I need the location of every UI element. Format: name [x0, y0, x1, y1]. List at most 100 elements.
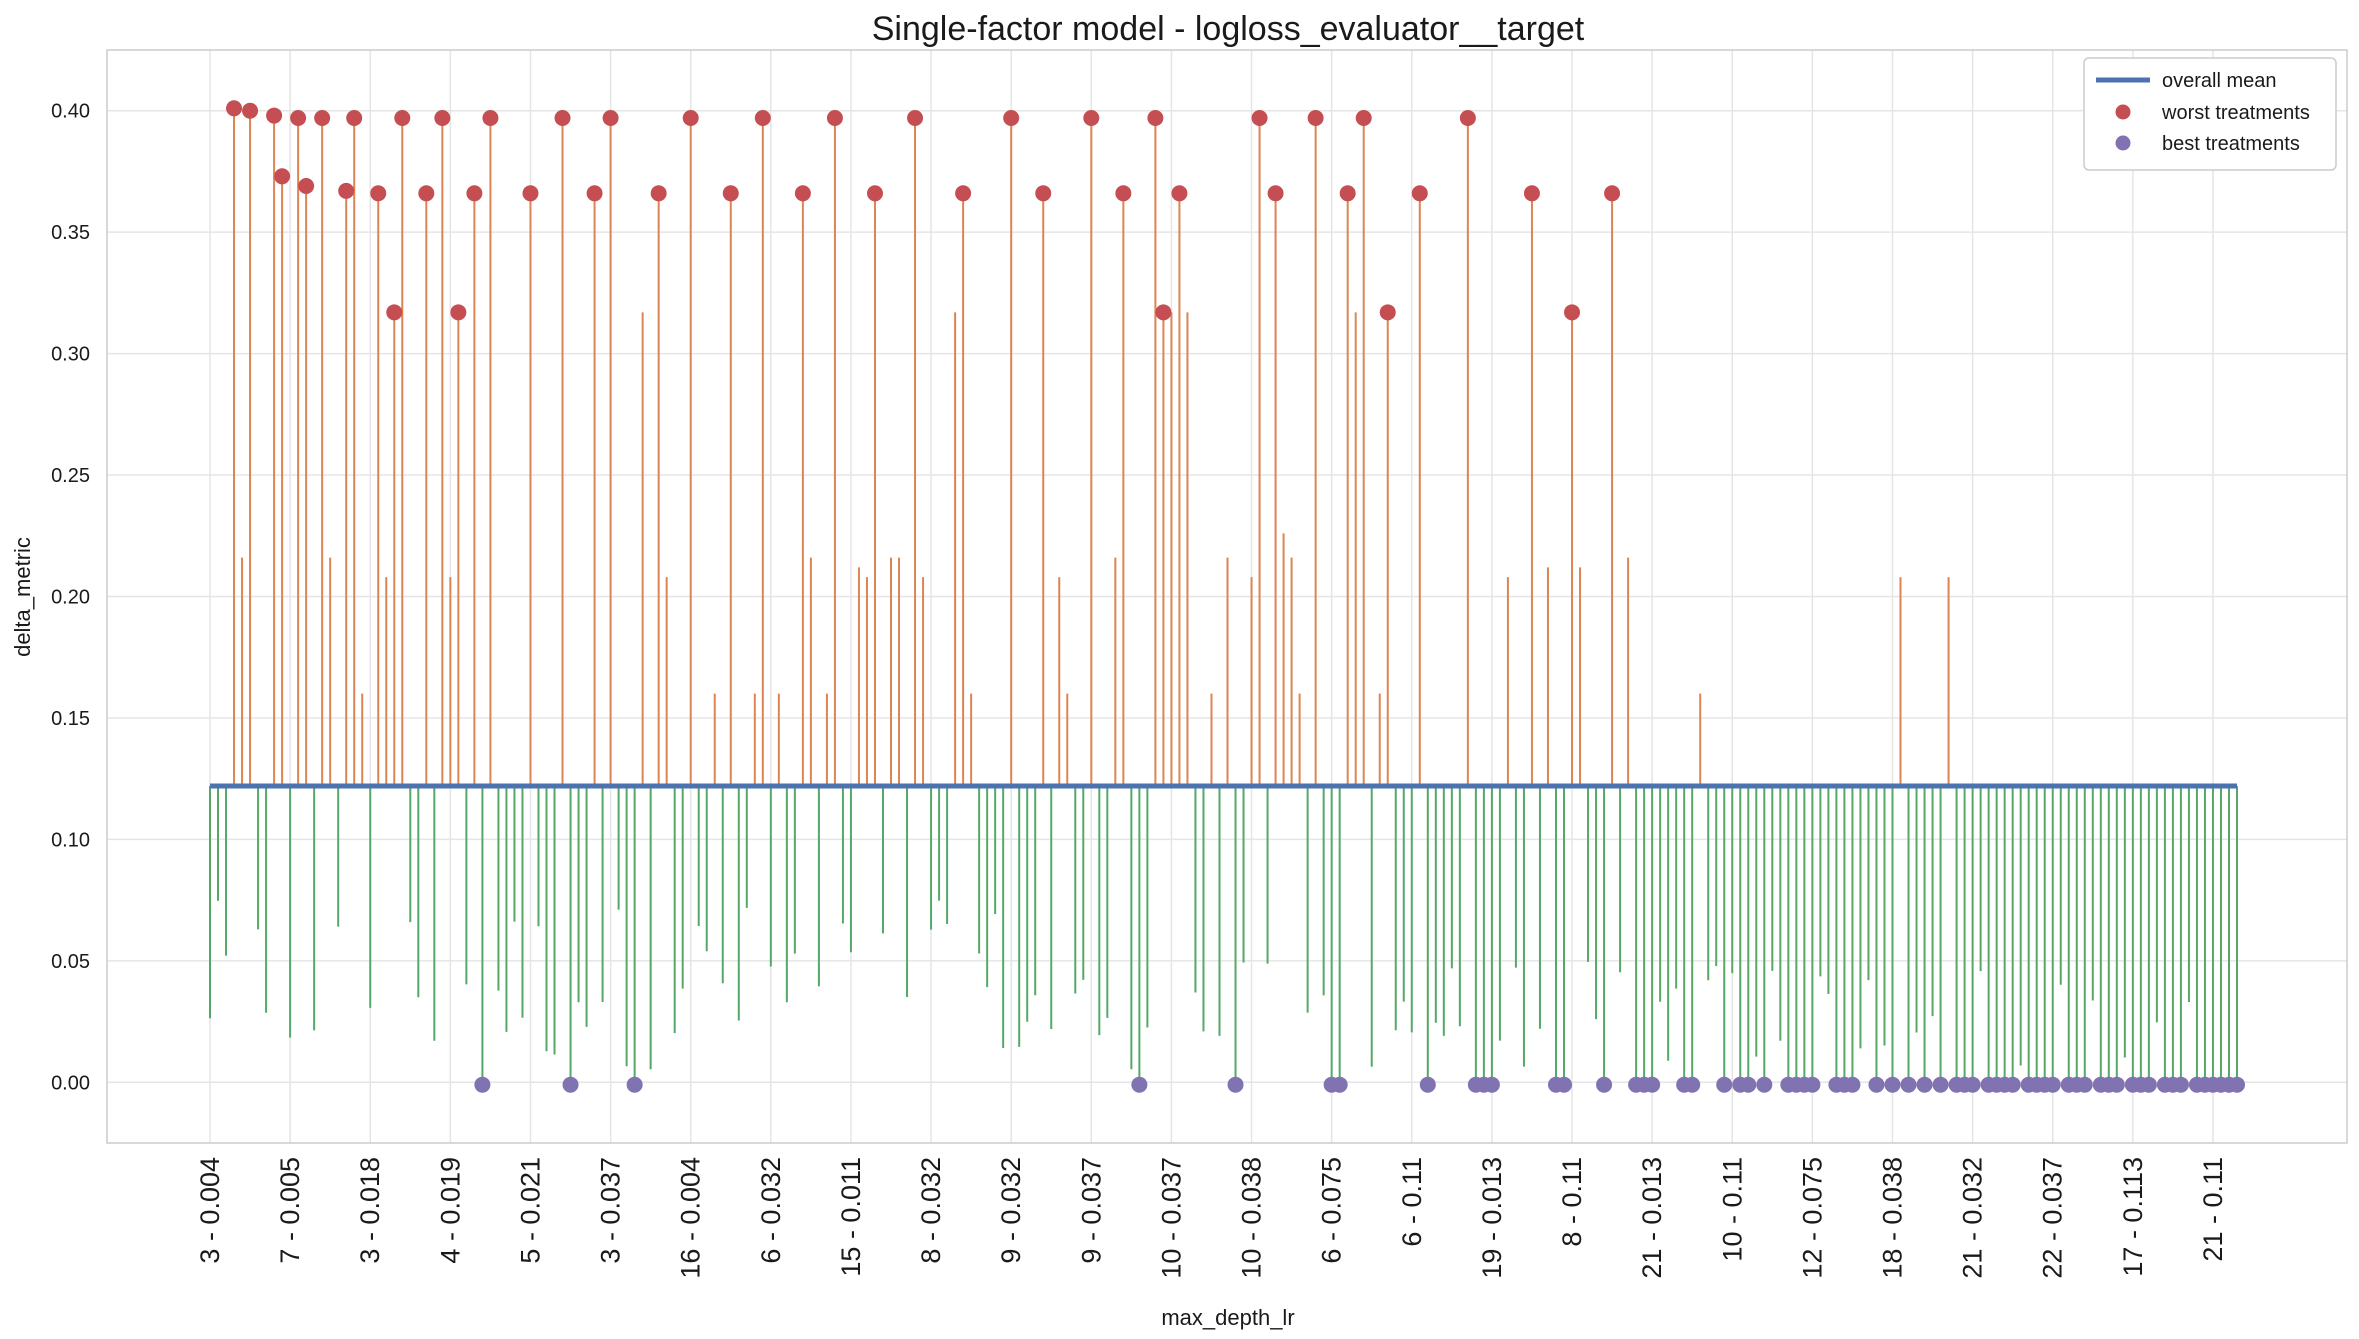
worst-treatment-point [386, 304, 403, 321]
worst-treatment-point [1355, 110, 1372, 127]
best-treatment-point [1131, 1076, 1148, 1093]
worst-treatment-point [370, 185, 387, 202]
x-tick-label: 21 - 0.013 [1637, 1157, 1667, 1279]
worst-treatment-point [1251, 110, 1268, 127]
worst-treatment-point [866, 185, 883, 202]
best-treatment-point [2172, 1076, 2189, 1093]
worst-treatment-point [826, 110, 843, 127]
y-axis-ticks: 0.00 0.05 0.10 0.15 0.20 0.25 0.30 0.35 0.40 [51, 101, 90, 1095]
worst-treatment-point [482, 110, 499, 127]
worst-treatment-point [1003, 110, 1020, 127]
x-tick-label: 6 - 0.075 [1317, 1157, 1347, 1264]
y-tick-label: 0.05 [51, 951, 90, 973]
worst-treatment-point [1115, 185, 1132, 202]
x-tick-label: 6 - 0.11 [1397, 1157, 1427, 1247]
worst-treatment-point [434, 110, 451, 127]
best-treatment-point [1868, 1076, 1885, 1093]
x-tick-label: 3 - 0.004 [195, 1157, 225, 1264]
worst-treatment-point [290, 110, 307, 127]
worst-treatment-point [418, 185, 435, 202]
worst-treatment-point [1604, 185, 1621, 202]
best-treatment-point [1684, 1076, 1701, 1093]
legend-label-worst-treatments: worst treatments [2161, 102, 2310, 124]
best-treatment-point [1884, 1076, 1901, 1093]
stems [209, 108, 2238, 1085]
legend-label-best-treatments: best treatments [2162, 133, 2300, 155]
x-tick-label: 21 - 0.11 [2198, 1157, 2228, 1262]
worst-treatment-point [1267, 185, 1284, 202]
worst-treatment-point [1411, 185, 1428, 202]
legend-best-swatch [2115, 135, 2131, 151]
worst-treatment-point [338, 182, 355, 199]
best-treatment-point [1227, 1076, 1244, 1093]
x-tick-label: 17 - 0.113 [2118, 1157, 2148, 1277]
worst-treatment-point [650, 185, 667, 202]
worst-treatment-point [586, 185, 603, 202]
worst-treatment-point [1083, 110, 1100, 127]
best-treatment-point [1331, 1076, 1348, 1093]
y-tick-label: 0.20 [51, 587, 90, 609]
markers [226, 100, 2245, 1093]
worst-treatment-point [1035, 185, 1052, 202]
worst-treatment-point [955, 185, 972, 202]
best-treatment-point [1596, 1076, 1613, 1093]
best-treatment-point [1916, 1076, 1933, 1093]
plot-frame [106, 49, 2348, 1144]
worst-treatment-point [1171, 185, 1188, 202]
best-treatment-point [2108, 1076, 2125, 1093]
x-tick-label: 4 - 0.019 [435, 1157, 465, 1264]
best-treatment-point [1804, 1076, 1821, 1093]
worst-treatment-point [682, 110, 699, 127]
x-tick-label: 22 - 0.037 [2038, 1157, 2068, 1279]
best-treatment-point [1419, 1076, 1436, 1093]
x-tick-label: 9 - 0.032 [996, 1157, 1026, 1264]
worst-treatment-point [394, 110, 411, 127]
best-treatment-point [474, 1076, 491, 1093]
best-treatment-point [2044, 1076, 2061, 1093]
x-axis-ticks: 3 - 0.004 7 - 0.005 3 - 0.018 4 - 0.019 5 - … [195, 1157, 2228, 1279]
best-treatment-point [1556, 1076, 1573, 1093]
worst-treatment-point [722, 185, 739, 202]
x-tick-label: 18 - 0.038 [1877, 1157, 1907, 1279]
y-tick-label: 0.00 [51, 1072, 90, 1094]
worst-treatment-point [794, 185, 811, 202]
worst-treatment-point [346, 110, 363, 127]
x-tick-label: 8 - 0.032 [916, 1157, 946, 1264]
y-tick-label: 0.15 [51, 708, 90, 730]
worst-treatment-point [602, 110, 619, 127]
best-treatment-point [626, 1076, 643, 1093]
y-axis-label: delta_metric [10, 537, 35, 657]
best-treatment-point [1844, 1076, 1861, 1093]
x-tick-label: 3 - 0.037 [596, 1157, 626, 1264]
x-tick-label: 10 - 0.037 [1156, 1157, 1186, 1279]
best-treatment-point [1644, 1076, 1661, 1093]
best-treatment-point [1756, 1076, 1773, 1093]
best-treatment-point [1932, 1076, 1949, 1093]
x-axis-label: max_depth_lr [1161, 1305, 1294, 1330]
x-tick-label: 3 - 0.018 [355, 1157, 385, 1264]
worst-treatment-point [754, 110, 771, 127]
legend: overall mean worst treatments best treat… [2083, 57, 2337, 171]
worst-treatment-point [298, 178, 315, 195]
worst-treatment-point [1564, 304, 1581, 321]
worst-treatment-point [554, 110, 571, 127]
worst-treatment-point [1339, 185, 1356, 202]
worst-treatment-point [450, 304, 467, 321]
worst-treatment-point [226, 100, 243, 117]
y-tick-label: 0.25 [51, 465, 90, 487]
worst-treatment-point [522, 185, 539, 202]
worst-treatment-point [266, 107, 283, 124]
y-tick-label: 0.40 [51, 101, 90, 123]
best-treatment-point [1716, 1076, 1733, 1093]
legend-worst-swatch [2115, 104, 2131, 120]
worst-treatment-point [1307, 110, 1324, 127]
x-tick-label: 6 - 0.032 [756, 1157, 786, 1264]
worst-treatment-point [1379, 304, 1396, 321]
worst-treatment-point [1147, 110, 1164, 127]
x-tick-label: 19 - 0.013 [1477, 1157, 1507, 1279]
worst-treatment-point [274, 168, 291, 185]
y-tick-label: 0.10 [51, 829, 90, 851]
chart-title: Single-factor model - logloss_evaluator_… [872, 10, 1585, 48]
y-tick-label: 0.35 [51, 222, 90, 244]
x-tick-label: 15 - 0.011 [836, 1157, 866, 1277]
